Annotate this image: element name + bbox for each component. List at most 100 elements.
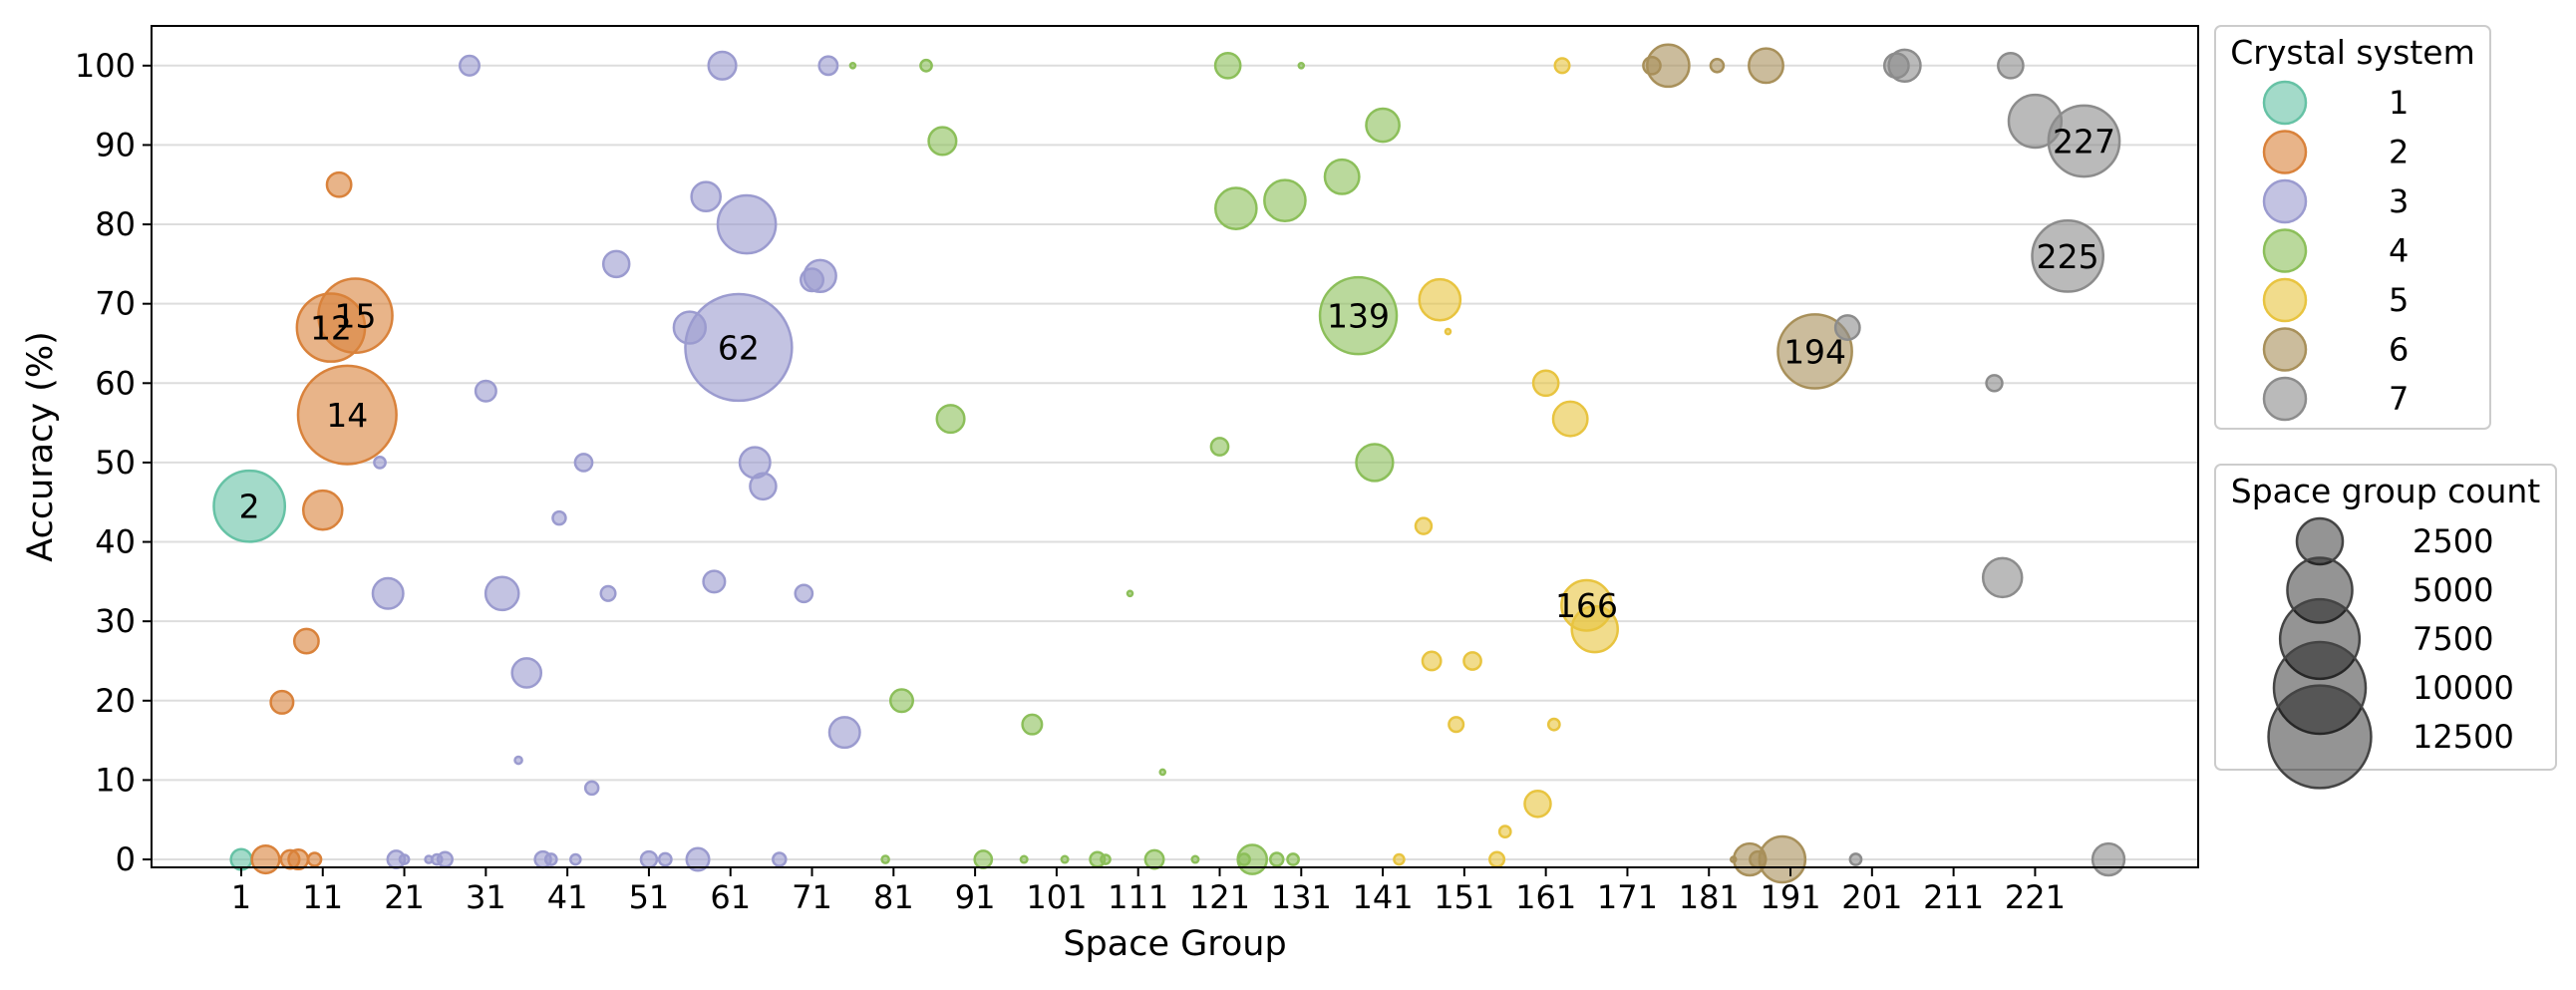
bubble-system-7 xyxy=(1848,852,1863,866)
y-tick-label: 60 xyxy=(95,364,136,402)
bubble-system-3 xyxy=(639,849,659,869)
y-tick-label: 80 xyxy=(95,205,136,243)
bubble-system-2 xyxy=(292,627,320,655)
legend-swatch-system-3 xyxy=(2262,178,2308,224)
bubble-system-4 xyxy=(888,688,915,714)
bubble-system-3 xyxy=(573,453,594,473)
bubble-system-3 xyxy=(551,509,567,526)
x-tick-label: 121 xyxy=(1189,878,1250,916)
bubble-label: 62 xyxy=(718,328,760,367)
x-tick-label: 191 xyxy=(1760,878,1820,916)
bubble-system-3 xyxy=(772,851,788,867)
bubble-system-7 xyxy=(2047,104,2121,178)
bubble-system-3 xyxy=(803,258,837,293)
y-axis-title: Accuracy (%) xyxy=(21,331,61,561)
size-legend-bubble xyxy=(2278,597,2362,681)
bubble-system-4 xyxy=(848,62,857,70)
y-tick-label: 0 xyxy=(116,840,136,878)
x-tick-label: 1 xyxy=(231,878,251,916)
legend-swatch-system-4 xyxy=(2262,228,2308,273)
bubble-system-3 xyxy=(373,456,387,470)
bubbles xyxy=(212,43,2126,884)
bubble-system-3 xyxy=(513,755,523,766)
bubble-system-5 xyxy=(1531,369,1560,398)
size-legend-label: 10000 xyxy=(2413,669,2514,707)
x-tick-label: 161 xyxy=(1515,878,1576,916)
bubble-system-5 xyxy=(1421,650,1443,672)
y-tick-label: 20 xyxy=(95,682,136,720)
bubble-system-5 xyxy=(1553,57,1571,75)
legend-swatch-system-2 xyxy=(2262,130,2308,174)
bubble-label: 2 xyxy=(239,488,260,526)
bubble-system-4 xyxy=(927,126,958,157)
plot-frame xyxy=(151,25,2199,868)
bubble-system-3 xyxy=(510,657,543,689)
gridlines xyxy=(152,64,2198,861)
y-tick-label: 50 xyxy=(95,444,136,482)
legend-swatch-system-7 xyxy=(2262,376,2308,422)
bubble-system-7 xyxy=(2031,219,2105,293)
x-tick-label: 91 xyxy=(955,878,996,916)
x-tick-label: 171 xyxy=(1597,878,1658,916)
x-tick-label: 201 xyxy=(1841,878,1902,916)
bubble-system-5 xyxy=(1523,790,1552,819)
bubble-system-4 xyxy=(919,58,933,73)
bubble-system-4 xyxy=(880,854,890,864)
bubble-system-4 xyxy=(1021,713,1044,736)
bubble-system-7 xyxy=(1997,51,2025,80)
bubble-system-3 xyxy=(601,249,631,279)
size-legend-label: 12500 xyxy=(2413,718,2514,756)
x-tick-label: 71 xyxy=(792,878,832,916)
bubble-system-4 xyxy=(1286,852,1300,866)
legend-label-system-5: 5 xyxy=(2389,281,2409,319)
bubble-system-5 xyxy=(1418,277,1462,322)
bubble-system-4 xyxy=(1263,178,1307,222)
bubble-system-2 xyxy=(250,843,281,875)
crystal-system-legend-box xyxy=(2214,25,2491,430)
x-tick-label: 151 xyxy=(1434,878,1494,916)
bubble-system-1 xyxy=(212,469,287,543)
bubble-system-5 xyxy=(1546,717,1561,732)
bubble-system-7 xyxy=(1985,374,2004,393)
crystal-system-legend: Crystal system 1 2 3 4 5 6 7 xyxy=(2214,25,2491,430)
legend-swatch-system-5 xyxy=(2262,277,2308,323)
space-group-count-legend: Space group count 2500 5000 7500 10000 12500 xyxy=(2214,464,2557,790)
bubble-system-4 xyxy=(1126,589,1134,598)
bubble-system-4 xyxy=(1100,853,1112,865)
bubble-label: 15 xyxy=(334,297,376,336)
bubble-label: 194 xyxy=(1783,332,1846,371)
bubble-system-3 xyxy=(657,851,673,867)
x-tick-label: 101 xyxy=(1026,878,1087,916)
legend-label-system-3: 3 xyxy=(2389,182,2409,220)
bubble-system-5 xyxy=(1497,825,1512,839)
bubble-system-3 xyxy=(817,55,839,77)
bubble-system-4 xyxy=(1297,62,1306,70)
x-tick-label: 41 xyxy=(547,878,588,916)
bubble-system-6 xyxy=(1709,58,1726,74)
crystal-system-legend-title: Crystal system xyxy=(2230,33,2474,72)
bubble-label: 227 xyxy=(2053,122,2115,161)
size-legend-bubble xyxy=(2295,516,2345,566)
bubble-system-4 xyxy=(1190,854,1200,864)
bubble-system-5 xyxy=(1551,400,1589,438)
legend-label-system-4: 4 xyxy=(2389,232,2409,270)
bubble-system-3 xyxy=(794,583,814,604)
size-legend-label: 7500 xyxy=(2413,620,2493,658)
bubble-system-4 xyxy=(1365,107,1401,144)
bubble-system-5 xyxy=(1488,850,1506,868)
bubble-system-4 xyxy=(1158,768,1167,777)
bubble-system-3 xyxy=(371,576,405,610)
size-legend-label: 5000 xyxy=(2413,571,2493,609)
bubble-label: 12 xyxy=(310,309,352,348)
bubble-system-6 xyxy=(1758,834,1807,884)
bubble-system-3 xyxy=(702,569,727,594)
y-tick-label: 100 xyxy=(75,47,136,85)
x-tick-label: 11 xyxy=(302,878,343,916)
bubble-system-3 xyxy=(707,50,738,81)
bubble-system-3 xyxy=(685,846,711,872)
x-tick-label: 211 xyxy=(1923,878,1984,916)
bubble-label: 225 xyxy=(2037,237,2099,276)
bubble-system-6 xyxy=(1748,47,1784,85)
bubble-system-6 xyxy=(1776,313,1853,390)
